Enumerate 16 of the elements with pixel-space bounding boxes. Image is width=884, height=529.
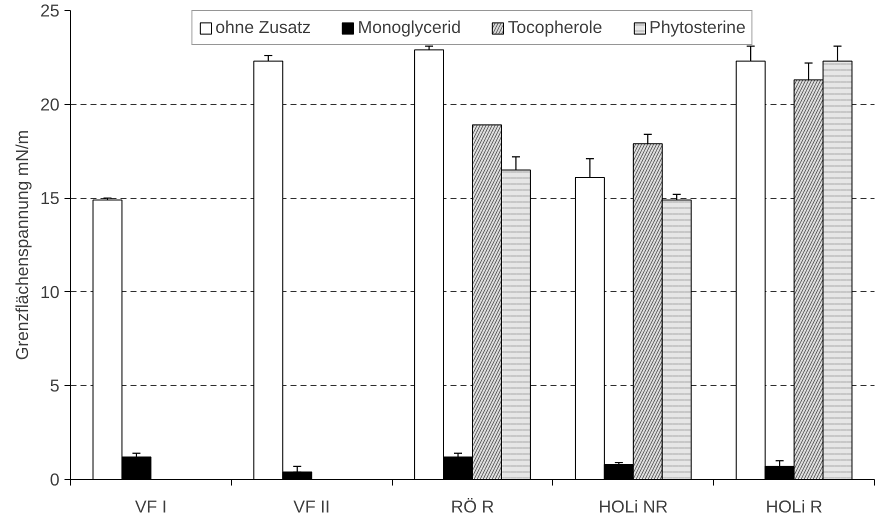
legend-label: ohne Zusatz <box>215 17 311 38</box>
x-tick-label: VF II <box>293 496 330 516</box>
y-tick-label: 15 <box>40 188 60 208</box>
y-tick-label: 25 <box>40 0 60 20</box>
x-tick-label: HOLi NR <box>598 496 668 516</box>
x-tick-label: VF I <box>135 496 167 516</box>
y-axis-title: Grenzflächenspannung mN/m <box>12 130 32 360</box>
legend-label: Phytosterine <box>649 17 746 38</box>
x-tick-label: RÖ R <box>450 496 494 516</box>
legend-label: Tocopherole <box>508 17 602 38</box>
y-tick-label: 5 <box>50 376 60 396</box>
x-tick-label: HOLi R <box>766 496 823 516</box>
y-tick-label: 10 <box>40 282 60 302</box>
y-tick-label: 0 <box>50 470 60 490</box>
legend-label: Monoglycerid <box>358 17 461 38</box>
y-tick-label: 20 <box>40 94 60 114</box>
